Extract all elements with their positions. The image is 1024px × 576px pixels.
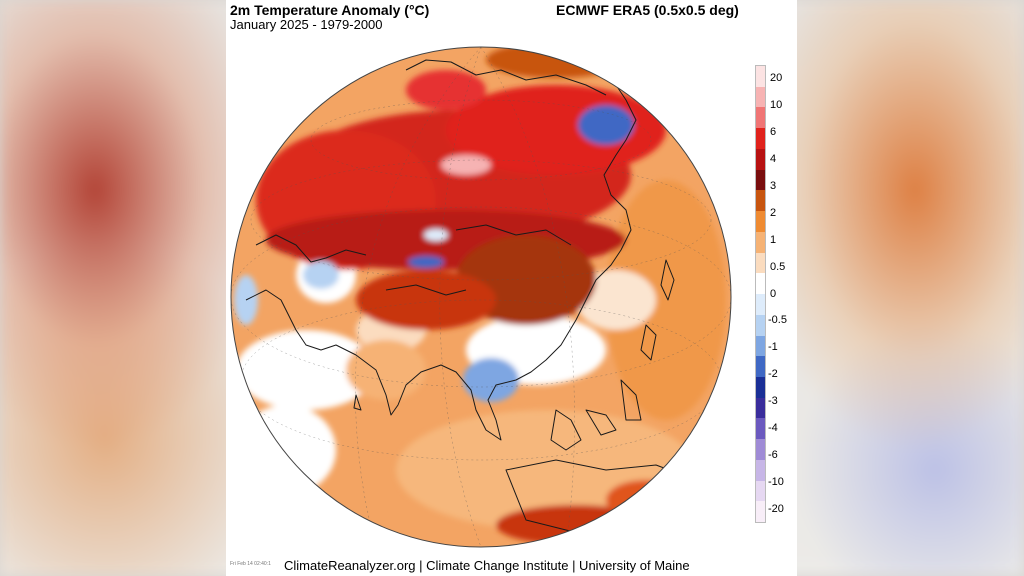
legend-swatch	[756, 190, 765, 212]
legend-label: 1	[770, 233, 777, 246]
legend-label: -1	[768, 341, 778, 354]
globe-map	[230, 46, 732, 548]
legend-swatch	[756, 252, 765, 274]
legend-label: -6	[768, 449, 778, 462]
legend-colorbar	[755, 65, 766, 523]
legend-label: -20	[768, 503, 784, 515]
legend-label: 4	[770, 152, 777, 165]
globe-outline	[230, 46, 732, 548]
legend-swatch	[756, 107, 765, 129]
legend-label: 20	[770, 72, 783, 84]
legend-swatch	[756, 480, 765, 502]
legend-swatch	[756, 273, 765, 295]
legend-swatch	[756, 439, 765, 460]
legend-label: 6	[770, 125, 777, 138]
legend-swatch	[756, 335, 765, 357]
legend-swatch	[756, 169, 765, 191]
map-title: 2m Temperature Anomaly (°C)	[230, 2, 430, 18]
legend-label: 10	[770, 98, 783, 111]
legend-label: 2	[770, 206, 777, 219]
legend-swatch	[756, 501, 765, 523]
legend-label: 0.5	[770, 260, 786, 273]
timestamp: Fri Feb 14 02:40:1	[230, 561, 271, 567]
legend-swatch	[756, 397, 765, 419]
legend-swatch	[756, 148, 765, 170]
dataset-label: ECMWF ERA5 (0.5x0.5 deg)	[556, 2, 739, 18]
legend-labels: 20 10 6 4 3 2 1 0.5 0 -0.5 -1 -2 -3 -4 -6 -10 -20	[768, 65, 797, 523]
legend-swatch	[756, 294, 765, 315]
legend-label: -4	[768, 422, 778, 435]
legend-swatch	[756, 211, 765, 232]
legend-swatch	[756, 231, 765, 253]
legend-label: -2	[768, 368, 778, 381]
map-panel: 2m Temperature Anomaly (°C) January 2025…	[226, 0, 797, 576]
legend-label: -0.5	[768, 314, 787, 327]
anomaly-field	[231, 47, 731, 547]
legend-swatch	[756, 66, 765, 87]
legend-label: -10	[768, 476, 784, 489]
legend-swatch	[756, 314, 765, 336]
legend-swatch	[756, 356, 765, 378]
legend-label: 0	[770, 287, 777, 300]
graticule	[231, 47, 731, 547]
legend-swatch	[756, 128, 765, 149]
legend-label: -3	[768, 395, 778, 408]
credits-footer: ClimateReanalyzer.org | Climate Change I…	[284, 558, 690, 573]
map-subtitle: January 2025 - 1979-2000	[230, 17, 383, 32]
legend-swatch	[756, 418, 765, 440]
legend-swatch	[756, 459, 765, 481]
legend-swatch	[756, 86, 765, 108]
legend-swatch	[756, 377, 765, 398]
legend-label: 3	[770, 179, 777, 192]
